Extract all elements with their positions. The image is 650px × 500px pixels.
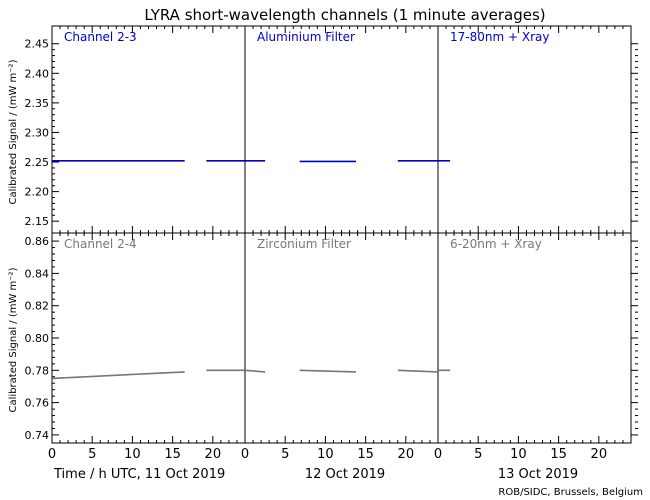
credit-text: ROB/SIDC, Brussels, Belgium: [498, 487, 643, 498]
panel-frame: [51, 232, 246, 444]
y-tick-label: 2.25: [25, 156, 50, 169]
channel-label: Aluminium Filter: [257, 30, 355, 44]
panel-frame: [437, 25, 632, 234]
y-tick-label: 0.78: [25, 364, 50, 377]
x-tick-label: 20: [591, 447, 608, 462]
y-axis-label-bottom: Calibrated Signal / (mW m⁻²): [8, 267, 19, 412]
y-tick-label: 0.86: [25, 235, 50, 248]
y-tick-label: 2.35: [25, 97, 50, 110]
y-tick-label: 2.15: [25, 215, 50, 228]
x-tick-label: 0: [434, 447, 442, 462]
series-segment: [244, 369, 266, 373]
y-tick-label: 2.30: [25, 126, 50, 139]
panel-frame: [437, 232, 632, 444]
y-tick-label: 0.80: [25, 332, 50, 345]
channel-label: Channel 2-3: [64, 30, 137, 44]
panel-frame: [244, 232, 439, 444]
x-tick-label: 5: [474, 447, 482, 462]
y-tick-label: 2.40: [25, 67, 50, 80]
x-tick-label: 5: [281, 447, 289, 462]
panel-frame: [244, 25, 439, 234]
channel-label: Zirconium Filter: [257, 237, 351, 251]
x-tick-label: 15: [357, 447, 374, 462]
y-axis-label-top: Calibrated Signal / (mW m⁻²): [8, 59, 19, 204]
x-day-label-1: Time / h UTC, 11 Oct 2019: [53, 467, 225, 482]
panel-frame: [51, 25, 246, 234]
x-tick-label: 15: [164, 447, 181, 462]
y-tick-label: 0.74: [25, 429, 50, 442]
channel-label: 6-20nm + Xray: [450, 237, 542, 251]
x-day-label-2: 12 Oct 2019: [305, 467, 385, 482]
y-tick-label: 2.20: [25, 186, 50, 199]
x-tick-label: 10: [510, 447, 527, 462]
x-tick-label: 0: [241, 447, 249, 462]
y-tick-label: 0.76: [25, 397, 50, 410]
y-tick-label: 2.45: [25, 38, 50, 51]
channel-label: 17-80nm + Xray: [450, 30, 549, 44]
x-tick-label: 15: [550, 447, 567, 462]
series-segment: [51, 371, 185, 380]
x-day-label-3: 13 Oct 2019: [498, 467, 578, 482]
series-segment: [299, 369, 357, 373]
x-tick-label: 0: [48, 447, 56, 462]
x-tick-label: 20: [205, 447, 222, 462]
y-tick-label: 0.82: [25, 300, 50, 313]
series-segment: [397, 369, 439, 373]
y-tick-label: 0.84: [25, 267, 50, 280]
channel-label: Channel 2-4: [64, 237, 137, 251]
x-tick-label: 10: [124, 447, 141, 462]
x-tick-label: 5: [88, 447, 96, 462]
x-tick-label: 10: [317, 447, 334, 462]
panel-grid: 2.15 2.20 2.25 2.30 2.35 2.40 2.45 Channel 2-3 A…: [25, 25, 638, 462]
x-tick-label: 20: [398, 447, 415, 462]
chart-title: LYRA short-wavelength channels (1 minute…: [144, 6, 545, 24]
